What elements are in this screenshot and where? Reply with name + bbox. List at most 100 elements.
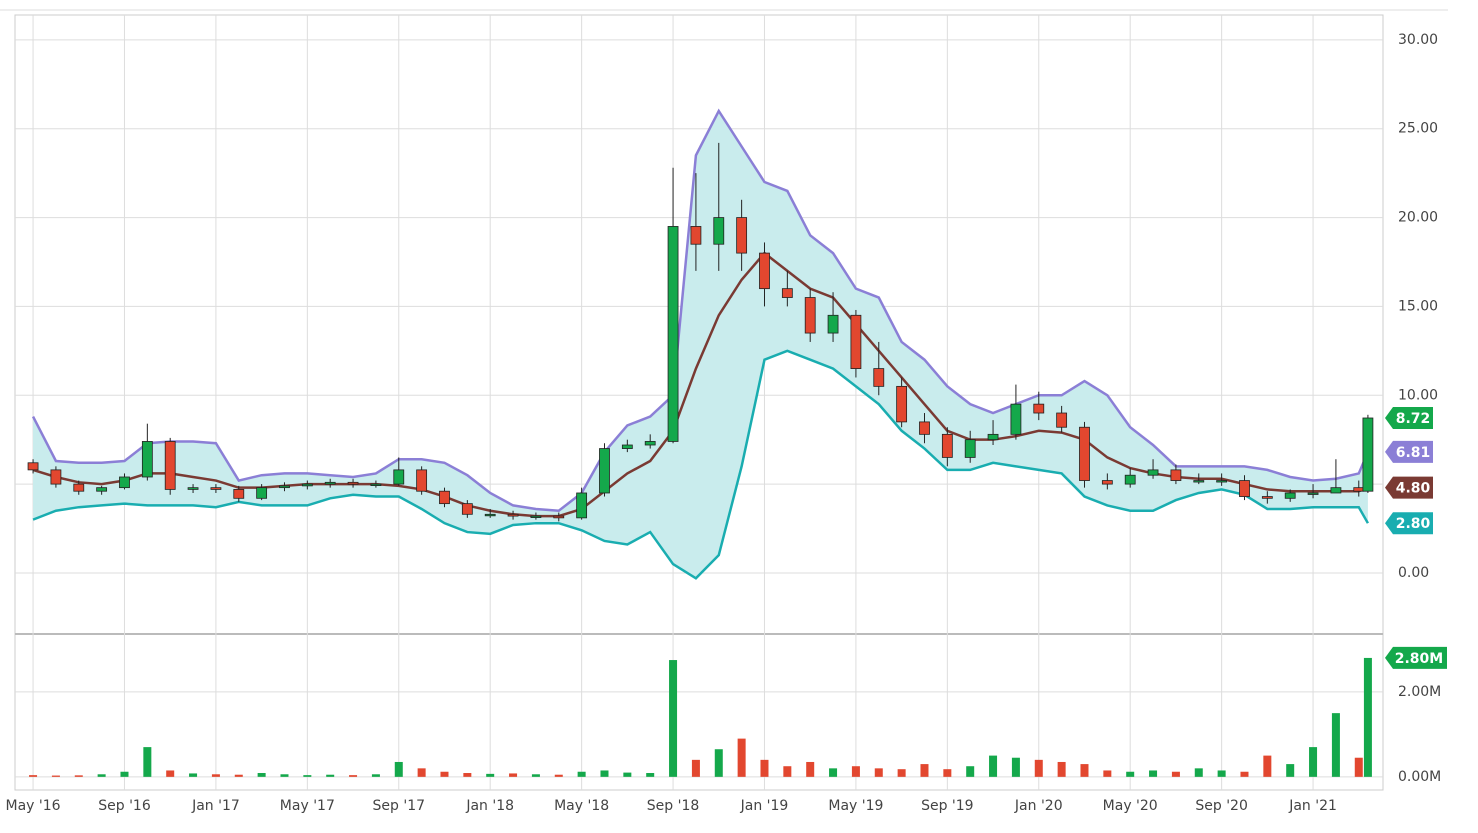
- candle-body: [919, 421, 930, 435]
- x-tick-label: Jan '21: [1288, 798, 1337, 814]
- volume-tick-label: 0.00M: [1398, 769, 1441, 785]
- band-badge: 6.81: [1396, 445, 1431, 461]
- volume-bar: [326, 774, 335, 777]
- candle-body: [141, 441, 153, 478]
- volume-bar: [714, 749, 723, 777]
- volume-badge: 2.80M: [1395, 651, 1443, 667]
- x-tick-label: Jan '20: [1014, 798, 1063, 814]
- volume-bar: [120, 771, 129, 777]
- volume-bar: [74, 775, 83, 777]
- volume-bar: [97, 774, 106, 777]
- candle-body: [896, 385, 908, 423]
- volume-bar: [143, 747, 152, 777]
- volume-bar: [1309, 747, 1318, 777]
- candle-body: [621, 444, 633, 449]
- volume-bar: [897, 769, 906, 777]
- volume-bar: [1034, 759, 1043, 777]
- volume-badge-shape: [1385, 646, 1447, 669]
- candle-body: [370, 483, 382, 486]
- volume-bar: [349, 775, 358, 777]
- volume: [29, 657, 1372, 777]
- volume-bar: [920, 764, 929, 777]
- volume-bar: [1354, 757, 1363, 777]
- x-tick-label: Jan '17: [191, 798, 240, 814]
- candle-body: [690, 226, 702, 245]
- candle-body: [461, 503, 473, 515]
- candle-body: [439, 490, 450, 505]
- band-badge-shape: [1385, 440, 1433, 463]
- candle-body: [873, 368, 885, 387]
- candle-body: [1239, 480, 1250, 497]
- volume-bar: [1057, 761, 1066, 777]
- x-tick-label: Sep '16: [98, 798, 151, 814]
- x-tick-label: May '18: [554, 798, 609, 814]
- volume-bar: [851, 766, 860, 777]
- y-tick-label: 25.00: [1398, 121, 1438, 137]
- volume-bar: [1331, 713, 1340, 777]
- volume-bar: [760, 759, 769, 777]
- volume-bar: [783, 766, 792, 777]
- labels: May '16 Sep '16 Jan '17 May '17 Sep '17 Jan '…: [6, 32, 1447, 814]
- volume-bar: [1363, 657, 1372, 777]
- volume-bar: [394, 761, 403, 777]
- x-tick-label: May '17: [280, 798, 335, 814]
- candles: [27, 142, 1374, 522]
- volume-bar: [280, 774, 289, 777]
- candle-body: [1330, 487, 1342, 494]
- candle-body: [1307, 492, 1319, 495]
- candle-body: [27, 462, 39, 471]
- volume-bar: [463, 773, 472, 777]
- volume-bar: [531, 774, 540, 777]
- candle-body: [73, 483, 85, 492]
- candle-body: [804, 297, 816, 334]
- candle-body: [256, 487, 268, 499]
- candle-body: [850, 314, 862, 369]
- candle-body: [964, 439, 976, 458]
- candle-body: [553, 515, 565, 519]
- candle-body: [1362, 417, 1374, 492]
- candle-body: [576, 492, 588, 519]
- volume-bar: [257, 773, 266, 777]
- band-badge-shape: [1385, 512, 1433, 535]
- x-tick-label: May '20: [1103, 798, 1158, 814]
- x-tick-label: May '19: [828, 798, 883, 814]
- volume-bar: [29, 775, 38, 777]
- candle-body: [1124, 474, 1136, 485]
- volume-bar: [646, 773, 655, 777]
- candle-body: [50, 469, 62, 485]
- volume-tick-label: 2.00M: [1398, 684, 1441, 700]
- volume-bar: [1263, 755, 1272, 777]
- volume-bar: [943, 769, 952, 777]
- candle-body: [279, 485, 290, 489]
- volume-bar: [691, 759, 700, 777]
- volume-bar: [417, 768, 426, 777]
- candle-body: [1261, 496, 1273, 499]
- volume-bar: [509, 773, 518, 777]
- candle-body: [713, 217, 725, 245]
- y-tick-label: 30.00: [1398, 32, 1438, 48]
- candle-body: [1170, 469, 1182, 481]
- volume-bar: [1103, 770, 1112, 777]
- candle-body: [1056, 412, 1068, 428]
- x-tick-label: Sep '20: [1195, 798, 1248, 814]
- band-fill: [33, 110, 1368, 579]
- volume-bar: [966, 766, 975, 777]
- band-line: [32, 349, 1369, 580]
- volume-bar: [1171, 771, 1180, 777]
- band-badge: 2.80: [1396, 516, 1431, 532]
- candle-body: [210, 487, 222, 490]
- candle-body: [759, 252, 770, 290]
- volume-bar: [1149, 770, 1158, 777]
- band-line: [31, 108, 1370, 513]
- y-tick-label: 20.00: [1398, 210, 1438, 226]
- candle-body: [736, 217, 748, 254]
- candle-body: [96, 487, 108, 492]
- volume-bar: [1126, 771, 1135, 777]
- x-tick-label: Sep '19: [921, 798, 974, 814]
- volume-bar: [189, 773, 198, 777]
- volume-bar: [600, 770, 609, 777]
- candle-body: [1353, 487, 1365, 492]
- candle-body: [507, 513, 519, 517]
- candle-body: [1147, 469, 1159, 476]
